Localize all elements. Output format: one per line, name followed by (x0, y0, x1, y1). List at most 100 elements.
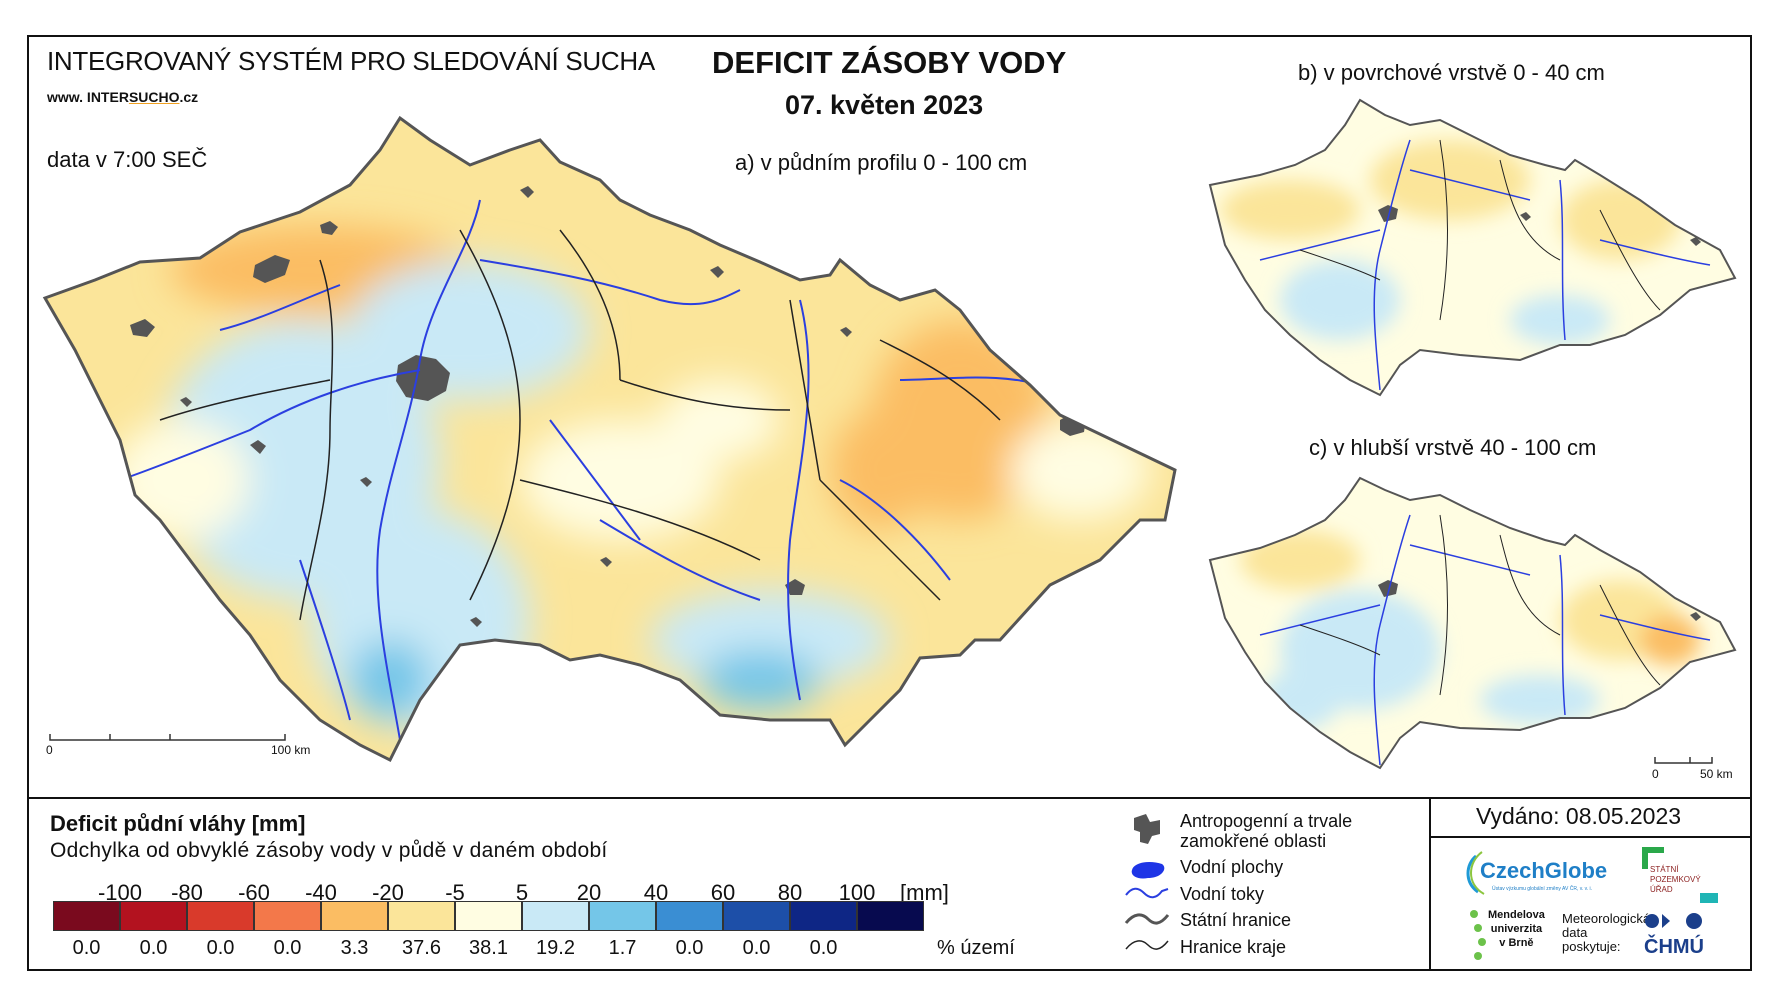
legend-swatch (589, 901, 656, 931)
map-b-surface-0-40 (1210, 100, 1735, 395)
chmu-mark-icon (1645, 913, 1702, 929)
state-border-icon (1124, 913, 1170, 925)
website-brand: SUCHO (128, 89, 180, 105)
scale-small-end: 50 km (1700, 767, 1733, 781)
legend-swatch (120, 901, 187, 931)
website-link[interactable]: www. INTERSUCHO.cz (47, 89, 198, 105)
legend-percent-value: 38.1 (469, 937, 508, 959)
mendelu-text: Mendelova univerzita v Brně (1488, 908, 1545, 950)
legend-percent-value: 0.0 (809, 937, 838, 959)
czechglobe-subtitle: Ústav výzkumu globální změny AV ČR, v. v… (1492, 886, 1593, 892)
legend-break-label: -60 (238, 880, 270, 905)
state-border-c (1208, 476, 1737, 770)
legend-percent-value: 0.0 (273, 937, 302, 959)
scale-main-end: 100 km (271, 743, 311, 757)
legend-percent-value: 1.7 (608, 937, 637, 959)
region-border-icon (1125, 940, 1169, 950)
legend-swatch (522, 901, 589, 931)
legend-break-label: -20 (372, 880, 404, 905)
legend-divider (27, 797, 1752, 799)
issued-date: Vydáno: 08.05.2023 (1476, 803, 1682, 829)
map-c-deeper-40-100 (1210, 478, 1735, 768)
spu-line1: STÁTNÍ (1650, 865, 1679, 874)
legend-percent-value: 3.3 (340, 937, 369, 959)
map-frame (27, 35, 1752, 971)
symbol-water-label: Vodní plochy (1180, 857, 1284, 877)
symbol-urban-label2: zamokřené oblasti (1180, 831, 1327, 851)
legend-break-label: 40 (643, 880, 669, 905)
legend-swatch (53, 901, 120, 931)
maps-canvas (42, 98, 1737, 770)
legend-break-label: -5 (445, 880, 465, 905)
legend-unit: [mm] (900, 880, 949, 905)
symbol-state-border-label: Státní hranice (1180, 910, 1292, 930)
mendelu-line2: univerzita (1490, 923, 1543, 935)
legend-swatch (656, 901, 723, 931)
map-b-label: b) v povrchové vrstvě 0 - 40 cm (1298, 60, 1605, 85)
legend-percent-value: 0.0 (206, 937, 235, 959)
legend-break-label: 80 (777, 880, 803, 905)
chmu-name: ČHMÚ (1644, 936, 1704, 958)
legend-swatch (790, 901, 857, 931)
issued-panel-divider (1429, 797, 1431, 971)
legend-swatch (723, 901, 790, 931)
map-a-label: a) v půdním profilu 0 - 100 cm (735, 150, 1028, 175)
legend-percent-label: % území (937, 937, 1015, 959)
symbol-region-border-label: Hranice kraje (1180, 937, 1287, 957)
meteo-line3: poskytuje: (1562, 939, 1621, 954)
scale-main-start: 0 (46, 743, 53, 757)
data-time: data v 7:00 SEČ (47, 147, 208, 172)
legend-percent-value: 0.0 (742, 937, 771, 959)
legend-percent-value: 37.6 (402, 937, 441, 959)
meteo-provider-text: Meteorologická data poskytuje: (1562, 912, 1650, 954)
legend-percent-value: 19.2 (536, 937, 575, 959)
meteo-line2: data (1562, 925, 1588, 940)
legend-color-bar (53, 901, 924, 931)
urban-area-icon (1134, 814, 1160, 844)
symbol-river-label: Vodní toky (1180, 884, 1265, 904)
system-title: INTEGROVANÝ SYSTÉM PRO SLEDOVÁNÍ SUCHA (47, 46, 655, 76)
map-a-profile-0-100 (45, 118, 1175, 760)
legend-swatch (857, 901, 924, 931)
legend-break-label: 5 (515, 880, 529, 905)
legend-swatch (187, 901, 254, 931)
legend-percent-value: 0.0 (675, 937, 704, 959)
legend-swatch (388, 901, 455, 931)
legend-swatch (455, 901, 522, 931)
spu-accent (1700, 893, 1718, 903)
legend-break-label: 60 (710, 880, 736, 905)
state-border-a (42, 115, 1177, 763)
meteo-line1: Meteorologická (1562, 911, 1651, 926)
water-body-icon (1131, 862, 1165, 879)
legend-percent-value: 0.0 (139, 937, 168, 959)
map-date: 07. květen 2023 (785, 90, 984, 120)
legend-break-label: -40 (305, 880, 337, 905)
spu-logo: STÁTNÍ POZEMKOVÝ ÚŘAD (1640, 845, 1718, 903)
scale-small-start: 0 (1652, 767, 1659, 781)
spu-line2: POZEMKOVÝ (1650, 875, 1701, 884)
mendelu-line3: v Brně (1499, 937, 1534, 949)
czechglobe-logo: CzechGlobe Ústav výzkumu globální změny … (1462, 846, 1632, 903)
legend-percent-value: 0.0 (72, 937, 101, 959)
symbol-urban-label: Antropogenní a trvale (1180, 811, 1353, 831)
state-border-b (1208, 98, 1737, 397)
legend-swatch (254, 901, 321, 931)
scale-bar-main (49, 734, 286, 741)
main-title: DEFICIT ZÁSOBY VODY (712, 45, 1067, 80)
legend-break-label: -80 (171, 880, 203, 905)
legend-title: Deficit půdní vláhy [mm] (50, 811, 306, 836)
legend-break-label: -100 (97, 880, 143, 905)
czechglobe-name: CzechGlobe (1480, 858, 1608, 883)
map-c-label: c) v hlubší vrstvě 40 - 100 cm (1309, 435, 1597, 460)
river-icon (1125, 887, 1169, 899)
legend-swatch (321, 901, 388, 931)
legend-break-label: 20 (576, 880, 602, 905)
issued-divider (1429, 836, 1752, 838)
mendelu-line1: Mendelova (1488, 909, 1545, 921)
mendelu-logo: Mendelova univerzita v Brně (1468, 908, 1545, 969)
spu-line3: ÚŘAD (1650, 885, 1673, 894)
scale-bar-small (1654, 757, 1713, 764)
website-prefix: www. INTER (47, 89, 129, 105)
website-suffix: .cz (179, 89, 199, 105)
legend-break-label: 100 (838, 880, 876, 905)
